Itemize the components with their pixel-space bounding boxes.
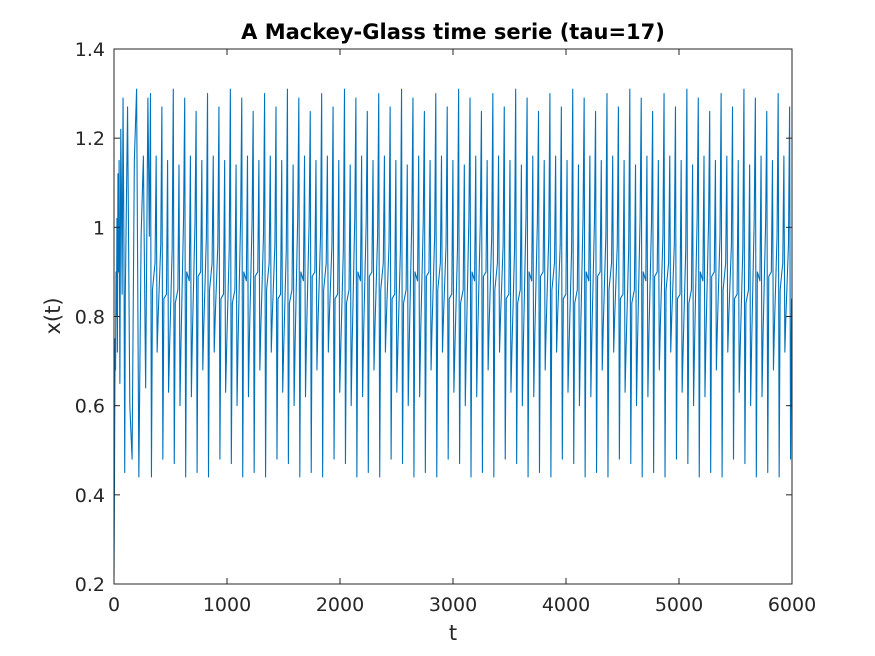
x-tick-label: 0 <box>108 594 120 616</box>
y-axis-label: x(t) <box>41 297 65 334</box>
x-tick-label: 4000 <box>542 594 590 616</box>
x-tick-label: 5000 <box>655 594 703 616</box>
x-axis-label: t <box>449 621 457 645</box>
y-tick-label: 0.4 <box>75 485 105 507</box>
series-layer <box>113 88 793 576</box>
y-tick-label: 1.4 <box>75 39 105 61</box>
y-tick-label: 1 <box>93 217 105 239</box>
x-tick-label: 6000 <box>768 594 816 616</box>
x-tick-label: 1000 <box>203 594 251 616</box>
series-line <box>113 88 793 576</box>
chart-title: A Mackey-Glass time serie (tau=17) <box>241 20 665 44</box>
y-tick-label: 1.2 <box>75 128 105 150</box>
y-tick-label: 0.6 <box>75 396 105 418</box>
ticks-layer: 0 1000 2000 3000 4000 5000 6000 0.2 0.4 0.6 0.8 1 1.… <box>75 39 816 616</box>
x-tick-label: 2000 <box>316 594 364 616</box>
y-tick-label: 0.8 <box>75 307 105 329</box>
x-tick-label: 3000 <box>429 594 477 616</box>
y-tick-label: 0.2 <box>75 574 105 596</box>
